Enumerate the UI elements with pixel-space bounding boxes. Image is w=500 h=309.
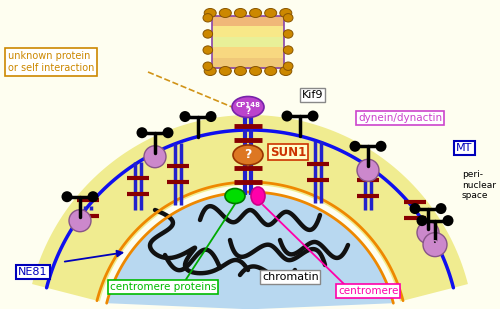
Circle shape: [180, 111, 190, 122]
Circle shape: [410, 203, 420, 214]
Ellipse shape: [232, 96, 264, 117]
Ellipse shape: [284, 62, 293, 70]
Ellipse shape: [280, 9, 292, 18]
Circle shape: [144, 146, 166, 168]
Text: dynein/dynactin: dynein/dynactin: [358, 113, 442, 123]
Circle shape: [350, 141, 360, 152]
Circle shape: [357, 159, 379, 181]
Text: ?: ?: [432, 239, 438, 250]
Ellipse shape: [251, 187, 265, 205]
Ellipse shape: [284, 30, 293, 38]
Bar: [212, 16, 284, 68]
Ellipse shape: [220, 66, 232, 75]
Circle shape: [62, 191, 72, 202]
Ellipse shape: [225, 188, 245, 204]
Circle shape: [136, 127, 147, 138]
Circle shape: [416, 215, 428, 226]
Circle shape: [282, 111, 292, 121]
Circle shape: [436, 203, 446, 214]
Ellipse shape: [250, 66, 262, 75]
Ellipse shape: [203, 46, 212, 54]
Polygon shape: [32, 115, 468, 302]
Bar: [212, 26, 284, 37]
Circle shape: [376, 141, 386, 152]
Text: Kif9: Kif9: [302, 90, 324, 100]
Text: CP148: CP148: [236, 102, 260, 108]
Text: ?: ?: [246, 108, 250, 116]
Text: chromatin: chromatin: [262, 272, 319, 282]
Bar: [212, 47, 284, 58]
Text: centromere: centromere: [338, 286, 398, 296]
Circle shape: [88, 191, 99, 202]
Circle shape: [417, 222, 439, 243]
Text: centromere proteins: centromere proteins: [110, 282, 216, 292]
Ellipse shape: [284, 46, 293, 54]
Ellipse shape: [233, 145, 263, 165]
Ellipse shape: [264, 66, 276, 75]
Bar: [212, 57, 284, 69]
Text: NE81: NE81: [18, 267, 48, 277]
Ellipse shape: [220, 9, 232, 18]
Text: ?: ?: [244, 149, 252, 162]
Ellipse shape: [234, 9, 246, 18]
Ellipse shape: [204, 9, 216, 18]
Circle shape: [308, 111, 318, 121]
Circle shape: [442, 215, 454, 226]
Text: unknown protein
or self interaction: unknown protein or self interaction: [8, 51, 94, 73]
Polygon shape: [0, 192, 500, 309]
Ellipse shape: [203, 30, 212, 38]
Ellipse shape: [264, 9, 276, 18]
Text: SUN1: SUN1: [270, 146, 306, 159]
Ellipse shape: [284, 14, 293, 22]
Ellipse shape: [234, 66, 246, 75]
Text: peri-
nuclear
space: peri- nuclear space: [462, 170, 496, 200]
Ellipse shape: [203, 62, 212, 70]
Ellipse shape: [203, 14, 212, 22]
Bar: [212, 37, 284, 48]
Circle shape: [162, 127, 173, 138]
Ellipse shape: [250, 9, 262, 18]
Text: MT: MT: [456, 143, 472, 153]
Bar: [212, 16, 284, 27]
Circle shape: [69, 210, 91, 232]
Ellipse shape: [280, 66, 292, 75]
Circle shape: [206, 111, 216, 122]
Circle shape: [423, 233, 447, 257]
Ellipse shape: [204, 66, 216, 75]
